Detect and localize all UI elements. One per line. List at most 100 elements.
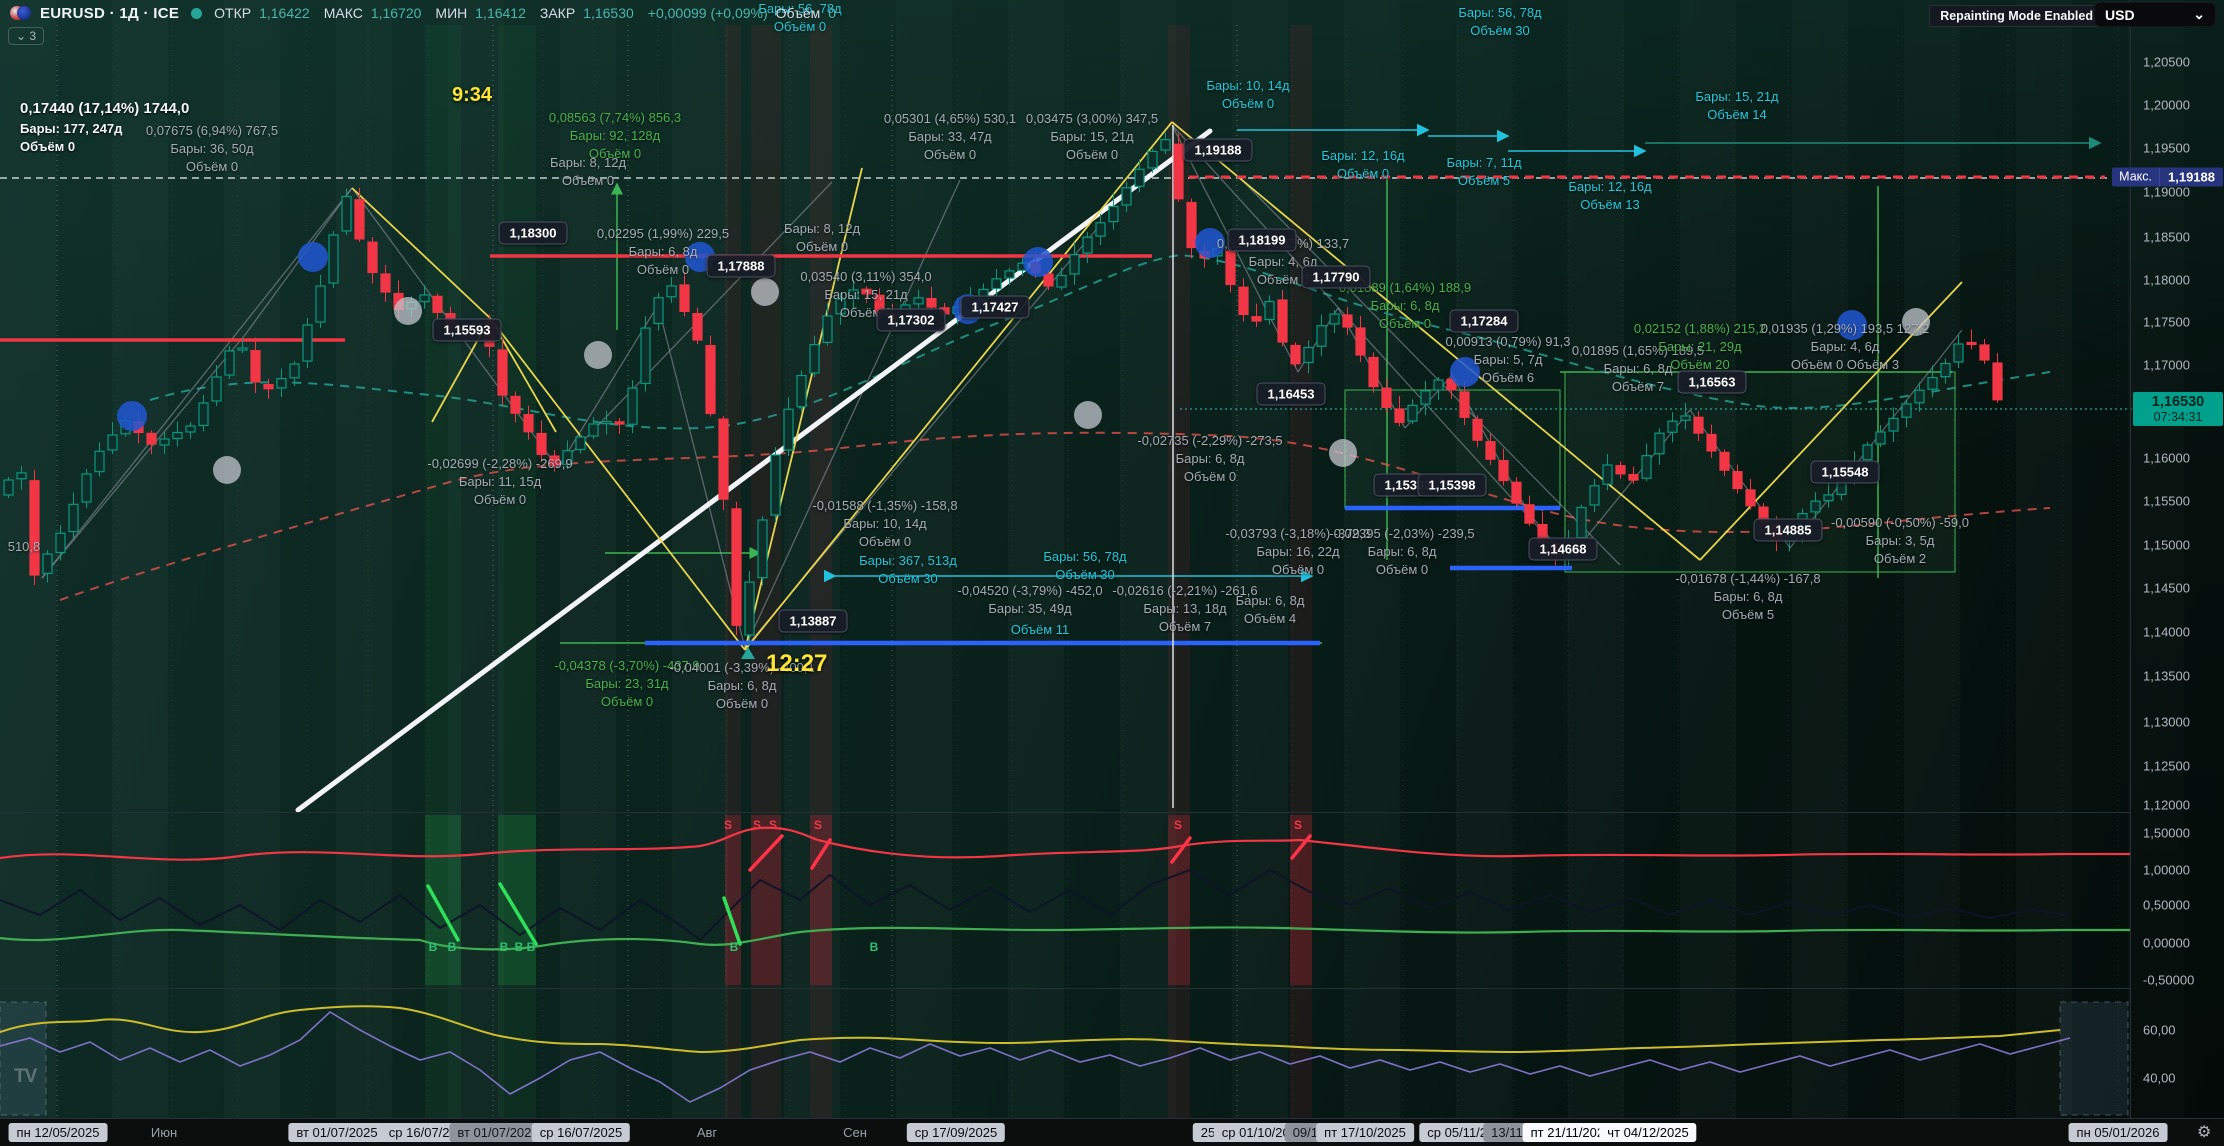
sell-signal-letter: S [723, 818, 733, 832]
pane-separator[interactable] [0, 812, 2130, 813]
chevron-down-icon: ⌄ [16, 29, 27, 43]
price-tick: 1,12500 [2143, 758, 2190, 774]
sell-signal-letter: S [1173, 818, 1183, 832]
drawing-handle-dot [1329, 439, 1357, 467]
symbol-title[interactable]: EURUSD · 1Д · ICE [40, 4, 180, 22]
buy-signal-letter: B [729, 940, 739, 954]
price-level-tag[interactable]: 1,19188 [1183, 138, 1253, 162]
indicators-collapse-button[interactable]: ⌄ 3 [8, 27, 45, 45]
measure-annotation: -0,02395 (-2,03%) -239,5 Бары: 6, 8д Объём… [1329, 526, 1475, 577]
pane-separator[interactable] [0, 988, 2130, 989]
price-tick: 1,50000 [2143, 825, 2190, 841]
exchange: ICE [153, 4, 180, 22]
chevron-down-icon: ⌄ [2193, 6, 2205, 22]
measure-annotation: Бары: 12, 16д Объём 13 [1568, 179, 1652, 212]
price-tick: 1,17000 [2143, 357, 2190, 373]
price-level-tag[interactable]: 1,14885 [1753, 518, 1823, 542]
date-tag: вт 01/07/2025 [449, 1123, 547, 1142]
high-label: МАКС [323, 5, 363, 21]
current-price: 1,16530 [2151, 394, 2205, 410]
price-level-tag[interactable]: 1,15548 [1810, 460, 1880, 484]
measure-annotation: 0,03475 (3,00%) 347,5 Бары: 15, 21д Объём … [1025, 111, 1159, 162]
price-tick: 0,50000 [2143, 897, 2190, 913]
price-tick: 0,00000 [2143, 935, 2190, 951]
price-tick: 1,13000 [2143, 714, 2190, 730]
indicator-count: 3 [29, 29, 37, 43]
measure-annotation: Объём 11 [1010, 622, 1070, 637]
measure-stats: 0,17440 (17,14%) 1744,0 Бары: 177, 247д … [20, 100, 189, 157]
date-tag: пн 12/05/2025 [8, 1123, 108, 1142]
price-level-tag[interactable]: 1,16563 [1677, 370, 1747, 394]
measure-annotation: Бары: 7, 11д Объём 5 [1446, 155, 1522, 188]
price-tick: 1,17500 [2143, 314, 2190, 330]
price-tick: 1,16000 [2143, 450, 2190, 466]
price-level-tag[interactable]: 1,14668 [1528, 537, 1598, 561]
time-axis[interactable]: ⚙ пн 12/05/2025 Июн вт 01/07/2025 ср 16/07/… [0, 1118, 2224, 1146]
timeframe: 1Д [119, 4, 140, 22]
price-level-tag[interactable]: 1,17302 [876, 308, 946, 332]
currency-selector[interactable]: USD ⌄ [2094, 2, 2216, 27]
measure-volume: Объём 0 [20, 139, 76, 154]
price-tick: 1,20500 [2143, 54, 2190, 70]
buy-signal-letter: B [447, 940, 457, 954]
measure-annotation: -0,02699 (-2,28%) -269,9 Бары: 11, 15д Объ… [427, 456, 573, 507]
buy-signal-letter: B [869, 940, 879, 954]
open-value: 1,16422 [259, 5, 310, 21]
price-level-tag[interactable]: 1,17284 [1449, 309, 1519, 333]
date-tag: пн 05/01/2026 [2068, 1123, 2168, 1142]
drawing-handle-dot [394, 297, 422, 325]
time-mark-label: 12:27 [766, 650, 828, 677]
drawing-handle-dot [751, 278, 779, 306]
max-value: 1,19188 [2159, 167, 2223, 187]
close-label: ЗАКР [539, 5, 576, 21]
price-level-tag[interactable]: 1,16453 [1256, 382, 1326, 406]
max-label: Макс. [2112, 167, 2159, 187]
measure-annotation: Бары: 6, 8д Объём 4 [1235, 593, 1305, 626]
measure-annotation: Бары: 56, 78д Объём 0 [758, 1, 842, 34]
measure-annotation: Бары: 8, 12д Объём 0 [549, 155, 627, 188]
currency-value: USD [2105, 6, 2135, 23]
measure-annotation: -0,01588 (-1,35%) -158,8 Бары: 10, 14д Объ… [812, 498, 958, 549]
price-level-tag[interactable]: 1,13887 [778, 609, 848, 633]
price-level-tag[interactable]: 1,18199 [1227, 228, 1297, 252]
measure-annotation: Бары: 10, 14д Объём 0 [1206, 78, 1290, 111]
price-level-tag[interactable]: 1,15398 [1417, 473, 1487, 497]
price-tick: 1,14500 [2143, 580, 2190, 596]
measure-annotation: -0,00590 (-0,50%) -59,0 Бары: 3, 5д Объём … [1830, 515, 1970, 566]
measure-annotation: Бары: 56, 78д Объём 30 [1043, 549, 1127, 582]
price-tick: 1,18000 [2143, 272, 2190, 288]
buy-signal-letter: B [499, 940, 509, 954]
max-price-tag: Макс. 1,19188 [2112, 167, 2223, 187]
measure-range: 0,17440 (17,14%) 1744,0 [20, 100, 190, 117]
measure-annotation: 0,01935 (1,29%) 193,5 127,2 Бары: 4, 6д Об… [1760, 321, 1930, 372]
measure-annotation: 510,8 [7, 539, 41, 554]
price-level-tag[interactable]: 1,17427 [960, 295, 1030, 319]
sell-signal-letter: S [752, 818, 762, 832]
change-value: +0,00099 (+0,09%) [647, 5, 768, 21]
volume-value: 0 [828, 5, 837, 21]
low-label: МИН [435, 5, 468, 21]
date-tag: пт 21/11/2025 [1522, 1123, 1620, 1142]
sell-signal-letter: S [768, 818, 778, 832]
month-label: Авг [696, 1125, 718, 1140]
current-price-tag: 1,16530 07:34:31 [2133, 392, 2223, 426]
gear-icon[interactable]: ⚙ [2197, 1124, 2212, 1141]
price-tick: 1,19500 [2143, 140, 2190, 156]
price-level-tag[interactable]: 1,17790 [1301, 265, 1371, 289]
date-tag: пт 17/10/2025 [1316, 1123, 1414, 1142]
drawing-handle-dot [213, 456, 241, 484]
price-tick: 1,14000 [2143, 624, 2190, 640]
measure-annotation: Бары: 8, 12д Объём 0 [783, 221, 861, 254]
buy-signal-letter: B [428, 940, 438, 954]
price-level-tag[interactable]: 1,17888 [706, 254, 776, 278]
price-level-tag[interactable]: 1,15593 [432, 318, 502, 342]
price-level-tag[interactable]: 1,18300 [498, 221, 568, 245]
repainting-mode-badge: Repainting Mode Enabled [1929, 5, 2104, 27]
measure-annotation: Бары: 56, 78д Объём 30 [1458, 5, 1542, 38]
open-label: ОТКР [214, 5, 252, 21]
drawing-handle-dot [1023, 247, 1053, 277]
measure-annotation: -0,04520 (-3,79%) -452,0 Бары: 35, 49д [957, 583, 1103, 616]
price-axis[interactable]: Макс. 1,19188 1,16530 07:34:31 1,20500 1,… [2112, 0, 2224, 1118]
drawing-handle-dot [117, 401, 147, 431]
buy-signal-letter: B [514, 940, 524, 954]
